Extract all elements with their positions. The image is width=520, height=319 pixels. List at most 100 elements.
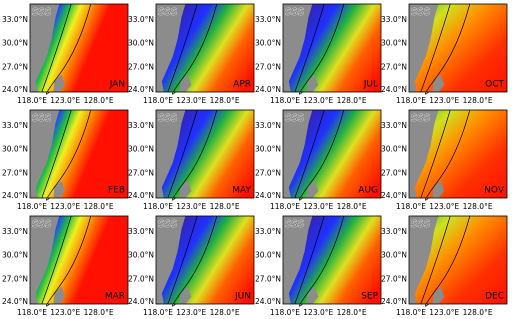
panel-tag: SSS bbox=[411, 7, 430, 18]
x-tick-label: 123.0°E bbox=[176, 308, 206, 317]
month-label: DEC bbox=[485, 292, 504, 302]
contour bbox=[294, 3, 325, 93]
island bbox=[53, 180, 66, 198]
x-tick-label: 128.0°E bbox=[463, 308, 493, 317]
x-tick-label: 128.0°E bbox=[84, 308, 114, 317]
y-tick-label: 27.0°N bbox=[128, 168, 154, 177]
x-tick-label: 118.0°E bbox=[396, 308, 426, 317]
panel-tag: SSS bbox=[158, 113, 177, 124]
y-tick-label: 33.0°N bbox=[381, 121, 407, 130]
ocean bbox=[414, 4, 507, 92]
y-tick-label: 33.0°N bbox=[2, 15, 28, 24]
x-tick-label: 118.0°E bbox=[396, 202, 426, 211]
island bbox=[179, 286, 192, 304]
y-tick-label: 24.0°N bbox=[2, 191, 28, 200]
contour bbox=[299, 215, 345, 307]
x-tick-label: 123.0°E bbox=[429, 308, 459, 317]
contour bbox=[41, 109, 72, 199]
contour bbox=[46, 3, 92, 95]
x-tick-label: 128.0°E bbox=[210, 308, 240, 317]
x-tick-label: 118.0°E bbox=[17, 96, 47, 105]
map-panel: SSS JUL 33.0°N 30.0°N 27.0°N 24.0°N 118.0°E 123… bbox=[255, 3, 382, 105]
frame bbox=[282, 215, 382, 305]
contour bbox=[41, 215, 72, 305]
ocean bbox=[414, 216, 507, 304]
frame bbox=[408, 3, 508, 93]
island bbox=[53, 286, 66, 304]
month-label: JAN bbox=[109, 80, 125, 90]
month-label: JUN bbox=[234, 292, 251, 302]
y-tick-label: 27.0°N bbox=[255, 274, 281, 283]
y-tick-label: 27.0°N bbox=[2, 168, 28, 177]
y-tick-label: 24.0°N bbox=[255, 297, 281, 306]
contour bbox=[46, 109, 92, 201]
ocean bbox=[288, 110, 381, 198]
month-label: FEB bbox=[108, 186, 125, 196]
frame bbox=[155, 109, 255, 199]
island bbox=[306, 286, 319, 304]
y-tick-label: 27.0°N bbox=[381, 168, 407, 177]
month-label: OCT bbox=[485, 80, 504, 90]
contour bbox=[167, 3, 198, 93]
map-panel: SSS JAN 33.0°N 30.0°N 27.0°N 24.0°N 118.0°E 123… bbox=[2, 3, 129, 105]
panel-tag: SSS bbox=[32, 219, 51, 230]
y-tick-label: 30.0°N bbox=[128, 145, 154, 154]
x-tick-label: 118.0°E bbox=[17, 308, 47, 317]
contour bbox=[172, 109, 218, 201]
month-label: AUG bbox=[358, 186, 378, 196]
y-tick-label: 27.0°N bbox=[128, 274, 154, 283]
x-tick-label: 128.0°E bbox=[337, 308, 367, 317]
ocean bbox=[35, 216, 128, 304]
island bbox=[432, 286, 445, 304]
y-tick-label: 30.0°N bbox=[255, 251, 281, 260]
x-tick-label: 123.0°E bbox=[303, 308, 333, 317]
panel-tag: SSS bbox=[285, 113, 304, 124]
x-tick-label: 118.0°E bbox=[17, 202, 47, 211]
map-panel: SSS MAR 33.0°N 30.0°N 27.0°N 24.0°N 118.0°E 123… bbox=[2, 215, 129, 317]
contour bbox=[425, 109, 471, 201]
x-tick-label: 118.0°E bbox=[143, 308, 173, 317]
frame bbox=[29, 109, 129, 199]
frame bbox=[155, 215, 255, 305]
y-tick-label: 33.0°N bbox=[381, 15, 407, 24]
y-tick-label: 30.0°N bbox=[255, 145, 281, 154]
panel-tag: SSS bbox=[285, 219, 304, 230]
x-tick-label: 118.0°E bbox=[270, 308, 300, 317]
y-tick-label: 33.0°N bbox=[381, 227, 407, 236]
y-tick-label: 24.0°N bbox=[2, 297, 28, 306]
contour bbox=[425, 215, 471, 307]
contour bbox=[41, 3, 72, 93]
map-panel: SSS DEC 33.0°N 30.0°N 27.0°N 24.0°N 118.0°E 123… bbox=[381, 215, 508, 317]
x-tick-label: 118.0°E bbox=[396, 96, 426, 105]
ocean bbox=[35, 4, 128, 92]
y-tick-label: 27.0°N bbox=[381, 62, 407, 71]
y-tick-label: 33.0°N bbox=[255, 15, 281, 24]
panel-tag: SSS bbox=[411, 113, 430, 124]
y-tick-label: 33.0°N bbox=[2, 227, 28, 236]
contour bbox=[167, 215, 198, 305]
contour bbox=[425, 3, 471, 95]
y-tick-label: 33.0°N bbox=[128, 227, 154, 236]
map-panel: SSS SEP 33.0°N 30.0°N 27.0°N 24.0°N 118.0°E 123… bbox=[255, 215, 382, 317]
y-tick-label: 30.0°N bbox=[2, 39, 28, 48]
month-label: JUL bbox=[363, 80, 378, 90]
map-panel: SSS JUN 33.0°N 30.0°N 27.0°N 24.0°N 118.0°E 123… bbox=[128, 215, 255, 317]
contour bbox=[299, 109, 345, 201]
frame bbox=[29, 215, 129, 305]
y-tick-label: 30.0°N bbox=[2, 251, 28, 260]
x-tick-label: 123.0°E bbox=[50, 96, 80, 105]
contour bbox=[299, 3, 345, 95]
y-tick-label: 33.0°N bbox=[128, 15, 154, 24]
y-tick-label: 27.0°N bbox=[255, 62, 281, 71]
x-tick-label: 123.0°E bbox=[303, 202, 333, 211]
contour bbox=[172, 3, 218, 95]
frame bbox=[408, 215, 508, 305]
island bbox=[179, 74, 192, 92]
x-tick-label: 128.0°E bbox=[210, 202, 240, 211]
island bbox=[432, 180, 445, 198]
frame bbox=[155, 3, 255, 93]
x-tick-label: 128.0°E bbox=[210, 96, 240, 105]
x-tick-label: 123.0°E bbox=[176, 96, 206, 105]
ocean bbox=[288, 216, 381, 304]
x-tick-label: 128.0°E bbox=[337, 202, 367, 211]
